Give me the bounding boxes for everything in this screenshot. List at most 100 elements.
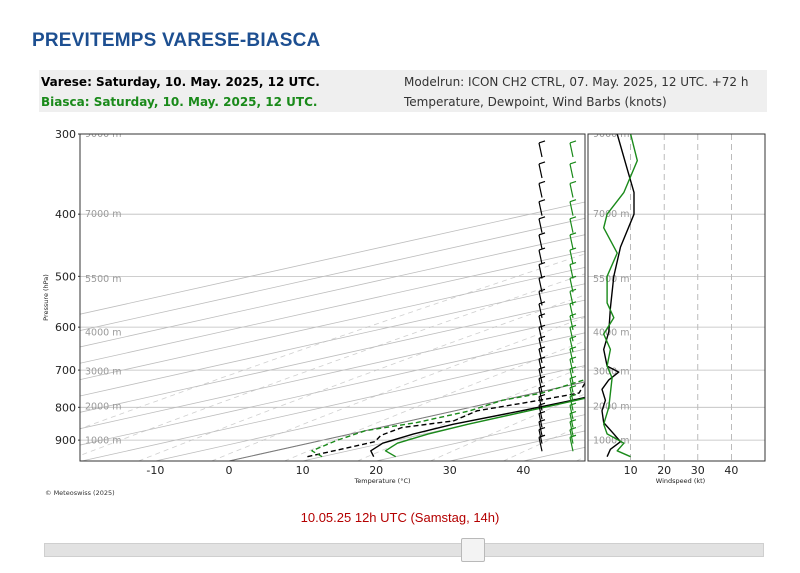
windspeed-axis-label: Windspeed (kt) xyxy=(656,477,705,485)
isotherm-line xyxy=(80,316,585,430)
varese-wind-barb xyxy=(538,368,543,384)
varese-wind-barb xyxy=(538,315,543,330)
varese-wind-barb-flag xyxy=(538,434,546,438)
biasca-wind-barb xyxy=(569,396,574,411)
height-label: 1000 m xyxy=(85,436,121,447)
isotherm-line xyxy=(80,283,585,397)
varese-wind-barb xyxy=(538,327,543,342)
biasca-wind-barb-flag xyxy=(569,324,577,328)
varese-wind-barb-flag xyxy=(538,427,546,431)
varese-wind-barb-flag xyxy=(538,247,546,251)
varese-wind-barb-flag xyxy=(538,366,546,370)
biasca-wind-barb xyxy=(569,163,574,179)
varese-wind-barb-flag xyxy=(538,402,546,406)
biasca-wind-barb-flag xyxy=(569,199,577,203)
biasca-temperature-line xyxy=(384,397,585,458)
wind-clipped-group: 9000 m 7000 m 5500 m 4000 m 3000 m 2000 m 1000… xyxy=(588,134,765,461)
pressure-tick-label: 400 xyxy=(55,208,76,221)
windspeed-height-label: 3000 m xyxy=(593,366,629,377)
windspeed-frame xyxy=(587,133,766,462)
varese-wind-barb-flag xyxy=(538,313,546,317)
biasca-wind-barb-flag xyxy=(569,261,577,266)
temperature-tick-label: -10 xyxy=(146,464,164,477)
biasca-wind-barb xyxy=(569,405,574,420)
biasca-wind-barb-flag xyxy=(569,393,577,398)
windspeed-height-label: 5500 m xyxy=(593,274,629,285)
biasca-wind-barb xyxy=(569,249,574,265)
biasca-wind-barb-flag xyxy=(569,356,577,360)
windspeed-height-label: 2000 m xyxy=(593,401,629,412)
varese-wind-barb-flag xyxy=(538,199,546,203)
windspeed-tick-label: 10 xyxy=(624,464,638,477)
biasca-wind-barb xyxy=(569,437,574,452)
varese-wind-barb-flag xyxy=(538,335,546,339)
biasca-wind-barb-flag xyxy=(569,161,577,165)
windspeed-tick-label: 30 xyxy=(691,464,705,477)
isotherm-line xyxy=(80,201,585,315)
isotherm-line xyxy=(155,365,585,461)
height-label: 3000 m xyxy=(85,366,121,377)
varese-wind-barb xyxy=(538,405,543,420)
varese-wind-barb-flag xyxy=(538,301,546,305)
biasca-wind-barb-flag xyxy=(569,275,577,279)
varese-wind-barb-flag xyxy=(538,216,546,220)
varese-wind-barb xyxy=(538,264,543,279)
varese-wind-barb-flag xyxy=(538,375,546,380)
varese-wind-barb xyxy=(538,163,543,179)
pressure-tick-label: 500 xyxy=(55,270,76,283)
time-slider-handle[interactable] xyxy=(461,538,485,562)
biasca-wind-barb-flag xyxy=(569,301,577,305)
dry-adiabat-line xyxy=(138,294,585,461)
varese-wind-barb xyxy=(538,249,543,265)
isotherm-line xyxy=(80,234,585,348)
skewt-chart-svg: 9000 m 7000 m 5500 m 4000 m 3000 m 2000 m 1000… xyxy=(39,112,767,504)
pressure-tick-label: 300 xyxy=(55,128,76,141)
varese-wind-barb xyxy=(538,378,543,393)
time-slider[interactable] xyxy=(44,538,764,562)
isotherm-line xyxy=(80,299,585,413)
temperature-tick-label: 0 xyxy=(226,464,233,477)
varese-wind-barb xyxy=(538,183,543,198)
biasca-wind-barb xyxy=(569,327,574,342)
varese-wind-barb xyxy=(538,348,543,364)
biasca-wind-barb xyxy=(569,315,574,330)
isotherm-line xyxy=(80,250,585,364)
varese-wind-barb-flag xyxy=(538,161,546,165)
height-label: 4000 m xyxy=(85,328,121,339)
varese-wind-barb-flag xyxy=(538,275,546,279)
varese-wind-barb-flag xyxy=(538,232,546,236)
biasca-wind-barb-flag xyxy=(569,247,577,251)
biasca-wind-barb xyxy=(569,234,574,249)
biasca-wind-barb xyxy=(569,387,574,402)
varese-time-label: Varese: Saturday, 10. May. 2025, 12 UTC. xyxy=(41,75,320,89)
dry-adiabat-line xyxy=(211,316,585,461)
biasca-wind-barb xyxy=(569,183,574,198)
varese-wind-barb xyxy=(538,338,543,353)
biasca-time-label: Biasca: Saturday, 10. May. 2025, 12 UTC. xyxy=(41,95,318,109)
biasca-wind-barb xyxy=(569,201,574,216)
biasca-wind-barb-flag xyxy=(569,427,577,431)
biasca-wind-barb-flag xyxy=(569,419,577,423)
windspeed-tick-label: 20 xyxy=(657,464,671,477)
chart-info-bar: Varese: Saturday, 10. May. 2025, 12 UTC.… xyxy=(39,70,767,113)
varese-wind-barb xyxy=(538,218,543,233)
y-axis-label: Pressure (hPa) xyxy=(42,274,50,321)
biasca-wind-barb xyxy=(569,348,574,364)
varese-wind-barb-flag xyxy=(538,419,546,423)
windspeed-plot: 9000 m 7000 m 5500 m 4000 m 3000 m 2000 m 1000… xyxy=(587,133,766,485)
windspeed-height-label: 1000 m xyxy=(593,436,629,447)
biasca-wind-barb-flag xyxy=(569,375,577,380)
windspeed-height-label: 4000 m xyxy=(593,328,629,339)
sounding-chart-panel: Varese: Saturday, 10. May. 2025, 12 UTC.… xyxy=(39,70,767,504)
height-label: 7000 m xyxy=(85,209,121,220)
varese-wind-barb-flag xyxy=(538,356,546,360)
biasca-wind-barb xyxy=(569,338,574,353)
height-label: 5500 m xyxy=(85,274,121,285)
biasca-wind-barb-flag xyxy=(569,288,577,292)
dry-adiabat-line xyxy=(284,340,585,461)
varese-wind-barb-flag xyxy=(538,261,546,266)
varese-temperature-line xyxy=(370,396,585,458)
biasca-wind-barb-flag xyxy=(569,385,577,389)
temperature-tick-label: 30 xyxy=(443,464,457,477)
height-label: 9000 m xyxy=(85,129,121,140)
